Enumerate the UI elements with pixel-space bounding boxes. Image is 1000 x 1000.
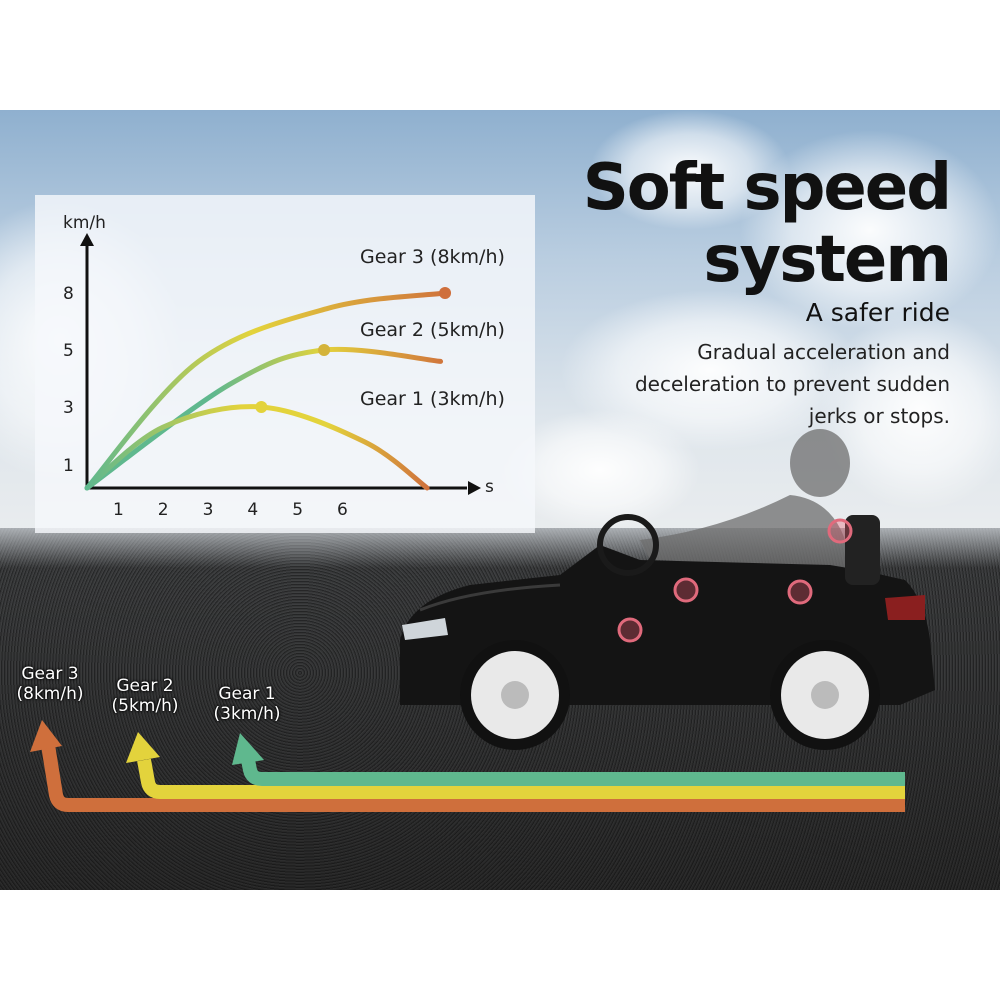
gear-1-arrow — [241, 758, 905, 786]
pressure-point-markers — [617, 518, 853, 643]
gear-1-arrow-label: Gear 1 (3km/h) — [213, 684, 281, 724]
y-tick-label: 1 — [63, 456, 74, 476]
y-axis-arrow-icon — [80, 233, 94, 246]
gear-3-arrowhead-icon — [30, 720, 62, 752]
x-tick-label: 1 — [113, 500, 124, 520]
gear-2-arrow — [137, 758, 905, 799]
x-tick-label: 3 — [203, 500, 214, 520]
series-label-gear-2: Gear 2 (5km/h) — [360, 319, 505, 341]
gear-2-arrowhead-icon — [126, 732, 160, 763]
subheadline: A safer ride — [805, 298, 950, 327]
headline-line-2: system — [703, 223, 952, 297]
series-label-gear-3: Gear 3 (8km/h) — [360, 246, 505, 268]
series-line-gear-2 — [84, 346, 444, 491]
headline-line-1: Soft speed — [582, 151, 952, 225]
steering-wheel — [597, 514, 659, 576]
series-line-gear-3 — [84, 290, 448, 491]
front-wheel — [460, 640, 570, 750]
y-tick-label: 5 — [63, 341, 74, 361]
speed-chart-panel: km/h s 1 2 3 4 5 6 1 3 5 8 Gear 3 (8km/h) Gear 2 … — [35, 195, 535, 533]
description: Gradual acceleration and deceleration to… — [634, 340, 950, 428]
series-marker-gear-1 — [255, 401, 268, 413]
headline: Soft speed system — [582, 151, 952, 297]
x-tick-label: 2 — [158, 500, 169, 520]
y-axis-label: km/h — [63, 213, 106, 233]
gear-3-arrow-label: Gear 3 (8km/h) — [16, 664, 84, 704]
rear-wheel — [770, 640, 880, 750]
speed-chart: km/h s 1 2 3 4 5 6 1 3 5 8 Gear 3 (8km/h) Gear 2 … — [63, 213, 505, 520]
x-tick-label: 4 — [247, 500, 258, 520]
x-tick-label: 6 — [337, 500, 348, 520]
gear-2-arrow-label: Gear 2 (5km/h) — [111, 676, 179, 716]
x-tick-label: 5 — [292, 500, 303, 520]
y-tick-label: 8 — [63, 284, 74, 304]
y-tick-label: 3 — [63, 398, 74, 418]
series-label-gear-1: Gear 1 (3km/h) — [360, 388, 505, 410]
x-axis-label: s — [485, 477, 494, 497]
series-marker-gear-3 — [439, 287, 452, 299]
car-seat — [845, 515, 880, 585]
gear-3-arrow — [41, 743, 905, 812]
series-marker-gear-2 — [318, 344, 331, 356]
x-axis-arrow-icon — [468, 481, 481, 495]
gear-1-arrowhead-icon — [232, 733, 264, 765]
